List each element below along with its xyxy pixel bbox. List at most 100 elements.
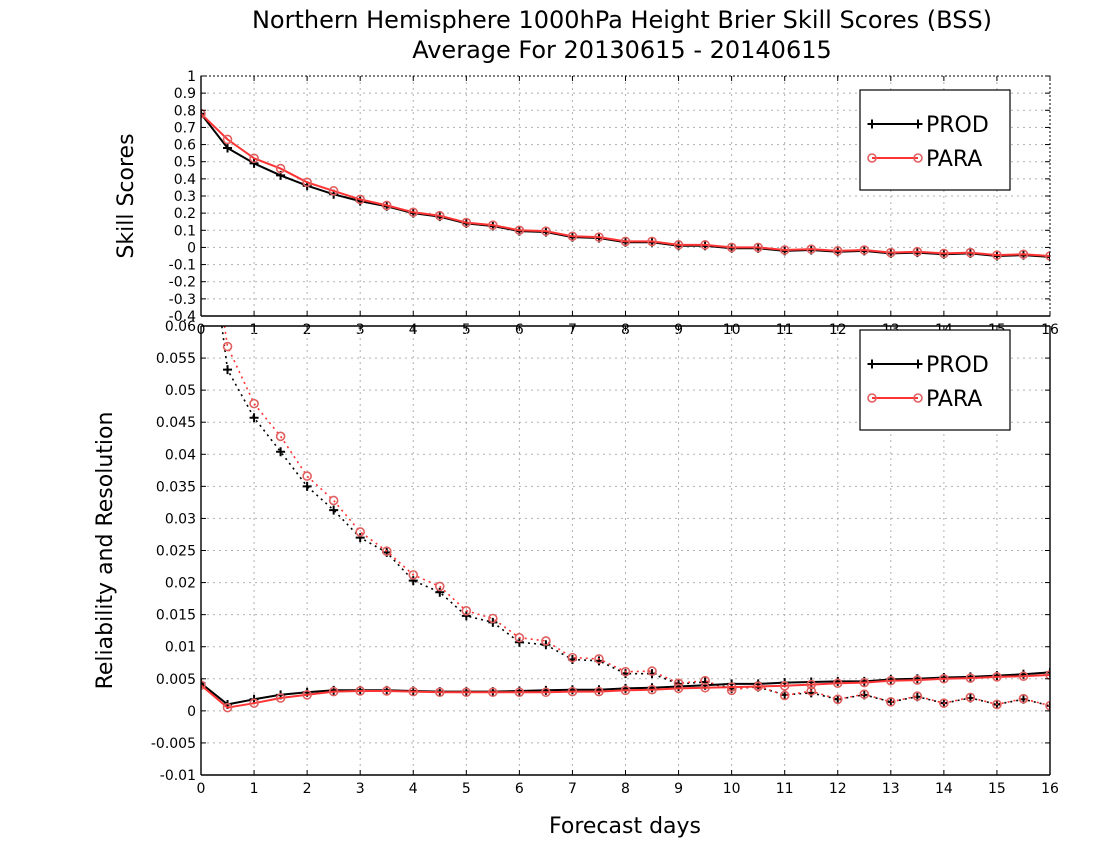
data-point-para: [939, 698, 949, 708]
chart-title-line1: Northern Hemisphere 1000hPa Height Brier…: [252, 6, 992, 34]
y-tick-label: 0.5: [174, 155, 196, 171]
y-tick-label: 0: [187, 704, 196, 720]
series-line-para-1: [223, 326, 1050, 707]
data-point-para: [541, 636, 551, 646]
data-point-para: [514, 225, 525, 236]
x-tick-label: 15: [988, 781, 1006, 797]
data-point-prod: [249, 413, 259, 423]
x-tick-label: 5: [462, 781, 471, 797]
data-point-para: [275, 431, 286, 442]
y-tick-label: 0.015: [156, 608, 196, 624]
data-point-para: [275, 693, 286, 703]
data-point-para: [567, 652, 578, 663]
data-point-para: [461, 687, 472, 698]
x-tick-label: 13: [882, 781, 900, 797]
data-point-prod: [1045, 701, 1050, 711]
data-point-prod: [329, 505, 339, 515]
data-point-para: [408, 570, 419, 580]
legend-marker-para: [913, 153, 923, 163]
data-point-para: [201, 680, 206, 690]
data-point-para: [567, 686, 578, 697]
y-tick-label: 0.025: [156, 544, 196, 560]
data-point-para: [832, 694, 843, 705]
data-point-para: [222, 702, 233, 713]
data-point-para: [302, 177, 312, 188]
data-point-prod: [302, 481, 312, 491]
legend-marker-prod: [913, 359, 923, 369]
data-point-para: [965, 692, 976, 703]
data-point-para: [992, 250, 1002, 260]
x-tick-label: 8: [621, 781, 630, 797]
data-point-para: [408, 207, 419, 218]
x-tick-label: 16: [1041, 781, 1059, 797]
data-point-para: [886, 247, 896, 258]
data-point-para: [1045, 251, 1050, 261]
y-tick-label: 0.01: [165, 640, 196, 656]
y-tick-label: 0.06: [165, 319, 196, 335]
data-point-para: [355, 194, 365, 205]
data-point-para: [647, 684, 657, 695]
y-tick-label: 0.05: [165, 383, 196, 399]
data-point-para: [779, 245, 790, 255]
y-tick-label: -0.01: [160, 768, 196, 784]
data-point-para: [806, 679, 817, 690]
y-tick-label: 0: [187, 240, 196, 256]
data-point-para: [806, 244, 817, 254]
data-point-para: [461, 217, 472, 228]
data-point-para: [355, 686, 365, 696]
legend-marker-prod: [867, 119, 877, 129]
y-axis-label: Skill Scores: [114, 133, 139, 258]
data-point-para: [381, 686, 392, 696]
data-point-para: [912, 246, 923, 257]
data-point-prod: [355, 533, 365, 543]
x-tick-label: 10: [723, 781, 741, 797]
data-point-para: [726, 242, 737, 253]
data-point-para: [1018, 671, 1029, 682]
x-tick-label: 6: [515, 781, 524, 797]
data-point-para: [201, 108, 206, 119]
data-point-para: [328, 495, 339, 506]
y-tick-label: -0.1: [169, 258, 196, 274]
data-point-para: [222, 134, 233, 145]
legend-label-para: PARA: [926, 147, 982, 172]
y-tick-label: -0.3: [169, 292, 196, 308]
data-point-para: [488, 687, 498, 698]
data-point-para: [673, 683, 684, 694]
data-point-para: [965, 247, 976, 258]
data-point-para: [328, 186, 339, 196]
x-tick-label: 7: [568, 781, 577, 797]
y-tick-label: 0.045: [156, 415, 196, 431]
legend-marker-prod: [867, 359, 877, 369]
data-point-para: [859, 245, 870, 255]
legend-box: [859, 329, 1011, 431]
data-point-para: [832, 246, 843, 256]
y-tick-label: 0.005: [156, 672, 196, 688]
x-tick-label: 1: [250, 781, 259, 797]
data-point-para: [886, 697, 896, 707]
x-tick-label: 9: [674, 781, 683, 797]
series-line-para-3: [201, 673, 1050, 709]
series-line-para-1: [201, 112, 1050, 257]
data-point-para: [1018, 693, 1029, 704]
data-point-para: [939, 248, 949, 259]
data-point-para: [328, 686, 339, 697]
data-point-para: [806, 686, 817, 696]
grid-lines: [201, 76, 1050, 316]
y-tick-label: -0.4: [169, 309, 196, 325]
data-point-prod: [461, 611, 471, 621]
x-tick-label: 2: [303, 781, 312, 797]
data-point-para: [1045, 700, 1050, 711]
data-point-para: [488, 220, 498, 230]
legend-label-prod: PROD: [926, 113, 989, 138]
y-tick-label: -0.005: [151, 736, 196, 752]
data-point-para: [541, 687, 551, 698]
data-point-para: [620, 685, 631, 696]
y-axis-label: Reliability and Resolution: [93, 412, 118, 690]
data-point-para: [381, 200, 392, 211]
data-point-para: [461, 605, 472, 616]
data-point-prod: [886, 697, 896, 707]
x-tick-label: 12: [829, 781, 847, 797]
y-tick-label: 0.035: [156, 479, 196, 495]
y-tick-label: 0.3: [174, 189, 196, 205]
data-point-para: [1018, 249, 1029, 260]
